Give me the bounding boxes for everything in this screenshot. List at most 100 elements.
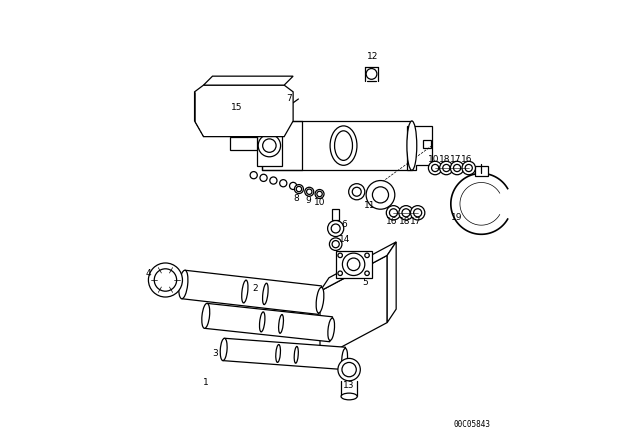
Text: 6: 6 [342,220,348,228]
Polygon shape [335,251,371,278]
Text: 7: 7 [286,94,291,103]
Bar [332,209,339,220]
Circle shape [465,164,472,172]
Polygon shape [204,76,293,85]
Text: 19: 19 [451,213,462,222]
Polygon shape [204,303,333,342]
Ellipse shape [202,303,210,328]
Ellipse shape [278,314,284,333]
Polygon shape [320,242,396,291]
Text: 2: 2 [252,284,258,293]
Circle shape [280,180,287,187]
Circle shape [338,253,342,258]
Circle shape [440,161,453,175]
Circle shape [349,184,365,200]
Circle shape [296,186,301,192]
Circle shape [413,209,422,217]
Text: 16: 16 [386,217,397,226]
Text: 17: 17 [450,155,461,164]
Text: 15: 15 [232,103,243,112]
Circle shape [342,253,365,276]
Circle shape [387,206,401,220]
Text: 9: 9 [305,196,311,205]
Circle shape [462,161,476,175]
Circle shape [305,187,314,196]
Circle shape [332,224,340,233]
Circle shape [399,206,413,220]
Circle shape [410,206,425,220]
Circle shape [352,187,361,196]
Ellipse shape [328,318,335,340]
Ellipse shape [262,109,288,124]
Circle shape [428,161,442,175]
Circle shape [260,174,267,181]
Text: 1: 1 [203,378,209,387]
Polygon shape [387,242,396,323]
Text: 18: 18 [439,155,451,164]
Polygon shape [223,338,346,370]
Ellipse shape [330,126,357,165]
Circle shape [328,220,344,237]
Circle shape [258,134,280,157]
Text: 17: 17 [410,217,422,226]
Circle shape [454,164,461,172]
Circle shape [270,177,277,184]
Circle shape [250,172,257,179]
Circle shape [332,241,339,248]
Text: 16: 16 [461,155,473,164]
Text: 00C05843: 00C05843 [454,420,491,429]
Text: 11: 11 [364,201,375,210]
Text: 14: 14 [339,235,350,244]
Polygon shape [320,255,387,358]
Text: 8: 8 [293,194,299,202]
Circle shape [342,362,356,377]
Text: 4: 4 [146,269,152,278]
Bar [475,166,488,176]
Circle shape [402,209,410,217]
Circle shape [451,161,464,175]
Polygon shape [230,137,257,150]
Ellipse shape [259,312,265,332]
Circle shape [348,258,360,271]
Ellipse shape [179,270,188,299]
Ellipse shape [266,112,284,121]
Circle shape [317,191,323,197]
Circle shape [262,139,276,152]
Ellipse shape [342,349,348,368]
Circle shape [294,185,303,194]
Circle shape [148,263,182,297]
Ellipse shape [316,287,324,313]
Bar [257,125,282,166]
Ellipse shape [335,131,353,160]
Text: 13: 13 [344,381,355,390]
Ellipse shape [341,393,357,400]
Ellipse shape [242,280,248,303]
Ellipse shape [294,346,298,363]
Circle shape [338,271,342,276]
Circle shape [330,238,342,250]
Circle shape [443,164,450,172]
Circle shape [431,164,439,172]
Text: 3: 3 [212,349,218,358]
Circle shape [289,182,297,190]
Circle shape [365,253,369,258]
Text: 12: 12 [367,52,378,60]
Ellipse shape [407,121,417,170]
Polygon shape [195,85,293,137]
Ellipse shape [276,345,280,362]
Text: 5: 5 [362,278,367,287]
Bar [423,140,431,148]
Ellipse shape [262,283,268,305]
Text: 18: 18 [399,217,410,226]
Circle shape [338,358,360,381]
Circle shape [372,187,388,203]
Text: 10: 10 [428,155,439,164]
Circle shape [365,271,369,276]
Circle shape [154,269,177,291]
Circle shape [307,189,312,194]
Ellipse shape [220,338,227,361]
Polygon shape [182,270,322,314]
Circle shape [390,209,397,217]
Polygon shape [407,126,432,170]
Circle shape [315,190,324,198]
